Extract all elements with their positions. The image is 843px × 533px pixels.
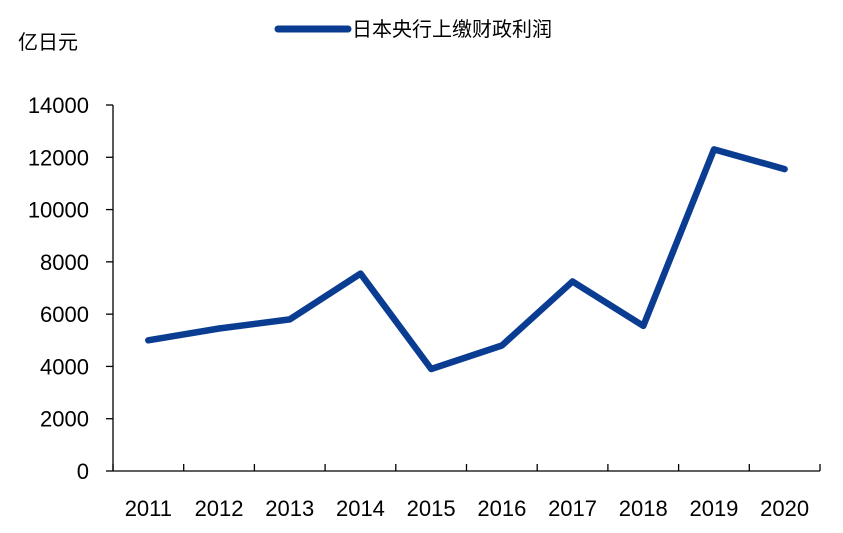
x-tick-label: 2019 [689, 496, 738, 521]
y-tick-label: 10000 [28, 198, 89, 223]
data-point [430, 368, 432, 370]
y-tick-label: 4000 [40, 354, 89, 379]
y-tick-label: 0 [77, 459, 89, 484]
x-tick-label: 2014 [336, 496, 385, 521]
y-tick-label: 12000 [28, 145, 89, 170]
x-tick-label: 2012 [195, 496, 244, 521]
data-point [501, 345, 503, 347]
x-tick-label: 2020 [760, 496, 809, 521]
x-tick-label: 2013 [265, 496, 314, 521]
data-point [218, 328, 220, 330]
series-line [145, 146, 788, 373]
x-tick-label: 2011 [125, 496, 172, 521]
data-point [147, 339, 149, 341]
y-tick-label: 6000 [40, 302, 89, 327]
x-tick-label: 2015 [407, 496, 456, 521]
x-tick-label: 2016 [477, 496, 526, 521]
y-tick-labels: 0 2000 4000 6000 8000 10000 12000 14000 [28, 93, 89, 484]
data-point [713, 148, 715, 150]
data-point [642, 325, 644, 327]
y-tick-label: 14000 [28, 93, 89, 118]
x-tick-label: 2018 [619, 496, 668, 521]
y-axis-label: 亿日元 [18, 30, 78, 54]
x-tick-labels: 2011 2012 2013 2014 2015 2016 2017 2018 2019 2020 [125, 496, 809, 521]
legend: 日本央行上缴财政利润 [274, 17, 552, 41]
data-point [289, 318, 291, 320]
legend-label: 日本央行上缴财政利润 [352, 17, 552, 41]
series-layer [145, 146, 788, 373]
data-point [784, 168, 786, 170]
axes [106, 104, 821, 472]
data-point [359, 273, 361, 275]
y-tick-label: 2000 [40, 407, 89, 432]
y-tick-label: 8000 [40, 250, 89, 275]
data-point [572, 280, 574, 282]
x-tick-label: 2017 [548, 496, 597, 521]
